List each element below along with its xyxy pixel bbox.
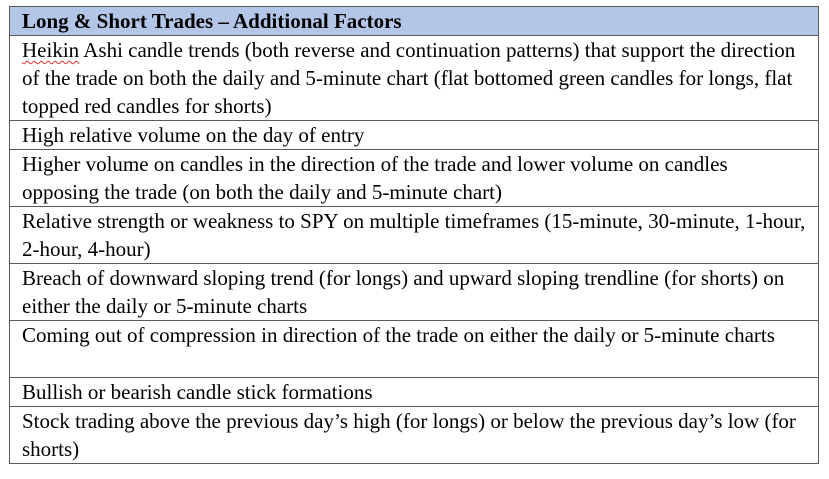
factor-cell-directional-volume: Higher volume on candles in the directio… (9, 149, 819, 207)
factor-cell-heikin-ashi: Heikin Ashi candle trends (both reverse … (9, 35, 819, 121)
factor-cell-relative-volume: High relative volume on the day of entry (9, 120, 819, 150)
additional-factors-table: Long & Short Trades – Additional Factors… (9, 6, 819, 464)
factor-cell-previous-day-levels: Stock trading above the previous day’s h… (9, 406, 819, 464)
factor-cell-relative-strength: Relative strength or weakness to SPY on … (9, 206, 819, 264)
factor-text: Ashi candle trends (both reverse and con… (22, 38, 796, 118)
table-row: Breach of downward sloping trend (for lo… (9, 263, 819, 321)
table-row: Stock trading above the previous day’s h… (9, 406, 819, 464)
factor-cell-trendline-breach: Breach of downward sloping trend (for lo… (9, 263, 819, 321)
table-row: High relative volume on the day of entry (9, 120, 819, 150)
table-title: Long & Short Trades – Additional Factors (9, 6, 819, 36)
table-body: Heikin Ashi candle trends (both reverse … (9, 35, 819, 464)
table-row: Higher volume on candles in the directio… (9, 149, 819, 207)
table-row: Relative strength or weakness to SPY on … (9, 206, 819, 264)
table-row: Heikin Ashi candle trends (both reverse … (9, 35, 819, 121)
table-row: Coming out of compression in direction o… (9, 320, 819, 378)
spellcheck-flagged-word: Heikin (22, 38, 80, 62)
table-row: Bullish or bearish candle stick formatio… (9, 377, 819, 407)
factor-cell-candle-formations: Bullish or bearish candle stick formatio… (9, 377, 819, 407)
table-header: Long & Short Trades – Additional Factors (9, 6, 819, 36)
factor-cell-compression: Coming out of compression in direction o… (9, 320, 819, 378)
header-row: Long & Short Trades – Additional Factors (9, 6, 819, 36)
